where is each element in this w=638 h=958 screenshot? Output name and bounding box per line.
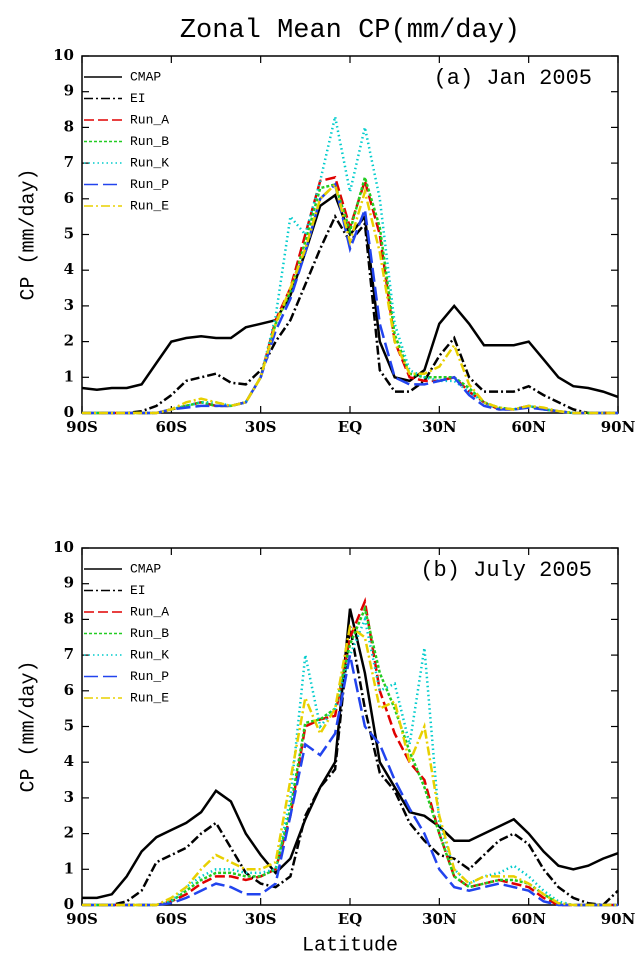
y-tick-label: 8	[64, 609, 74, 627]
x-tick-label: 60S	[155, 910, 187, 928]
y-tick-label: 9	[64, 574, 74, 592]
legend-label: Run_B	[130, 626, 169, 641]
legend-label: Run_B	[130, 134, 169, 149]
y-tick-label: 3	[64, 296, 74, 314]
series-line	[82, 624, 618, 907]
y-tick-label: 9	[64, 82, 74, 100]
annotation: (a) Jan 2005	[434, 66, 592, 91]
x-tick-label: 30S	[245, 418, 277, 436]
plot-frame	[81, 547, 619, 906]
x-axis-label: Latitude	[302, 934, 398, 957]
y-tick-label: 5	[64, 225, 74, 243]
x-tick-label: 30S	[245, 910, 277, 928]
legend-label: EI	[130, 91, 146, 106]
legend-label: Run_A	[130, 604, 169, 619]
legend-label: Run_A	[130, 112, 169, 127]
y-tick-label: 0	[64, 403, 74, 421]
legend-label: CMAP	[130, 561, 161, 576]
x-tick-label: 90N	[601, 418, 636, 436]
y-tick-label: 10	[53, 538, 74, 556]
y-tick-label: 1	[64, 367, 74, 385]
x-tick-label: 30N	[422, 910, 457, 928]
series-line	[82, 597, 618, 907]
series-line	[82, 608, 619, 900]
legend-label: Run_P	[130, 669, 169, 684]
series-line	[82, 654, 618, 907]
y-tick-label: 3	[64, 788, 74, 806]
y-tick-label: 7	[64, 645, 74, 663]
series-line	[82, 182, 618, 415]
y-tick-label: 1	[64, 859, 74, 877]
legend-label: Run_E	[130, 198, 169, 213]
x-tick-label: EQ	[338, 418, 363, 436]
y-tick-label: 7	[64, 153, 74, 171]
y-tick-label: 4	[64, 752, 74, 770]
y-tick-label: 6	[64, 681, 74, 699]
legend-label: CMAP	[130, 69, 161, 84]
y-tick-label: 6	[64, 189, 74, 207]
y-tick-label: 10	[53, 46, 74, 64]
y-tick-label: 0	[64, 895, 74, 913]
x-tick-label: 30N	[422, 418, 457, 436]
x-tick-label: 60N	[511, 418, 546, 436]
y-tick-label: 2	[64, 332, 74, 350]
x-tick-label: 90S	[66, 418, 98, 436]
y-tick-label: 4	[64, 260, 74, 278]
legend-label: Run_K	[130, 647, 169, 662]
y-tick-label: 5	[64, 717, 74, 735]
x-tick-label: 60N	[511, 910, 546, 928]
legend-label: Run_K	[130, 155, 169, 170]
chart-title: Zonal Mean CP(mm/day)	[180, 16, 520, 46]
legend-label: Run_P	[130, 177, 169, 192]
y-tick-label: 2	[64, 824, 74, 842]
y-tick-label: 8	[64, 117, 74, 135]
y-axis-label: CP (mm/day)	[17, 660, 40, 792]
series-line	[82, 182, 618, 415]
x-tick-label: 60S	[155, 418, 187, 436]
x-tick-label: 90N	[601, 910, 636, 928]
x-tick-label: 90S	[66, 910, 98, 928]
legend-label: Run_E	[130, 690, 169, 705]
y-axis-label: CP (mm/day)	[17, 168, 40, 300]
legend-label: EI	[130, 583, 146, 598]
x-tick-label: EQ	[338, 910, 363, 928]
annotation: (b) July 2005	[420, 558, 592, 583]
